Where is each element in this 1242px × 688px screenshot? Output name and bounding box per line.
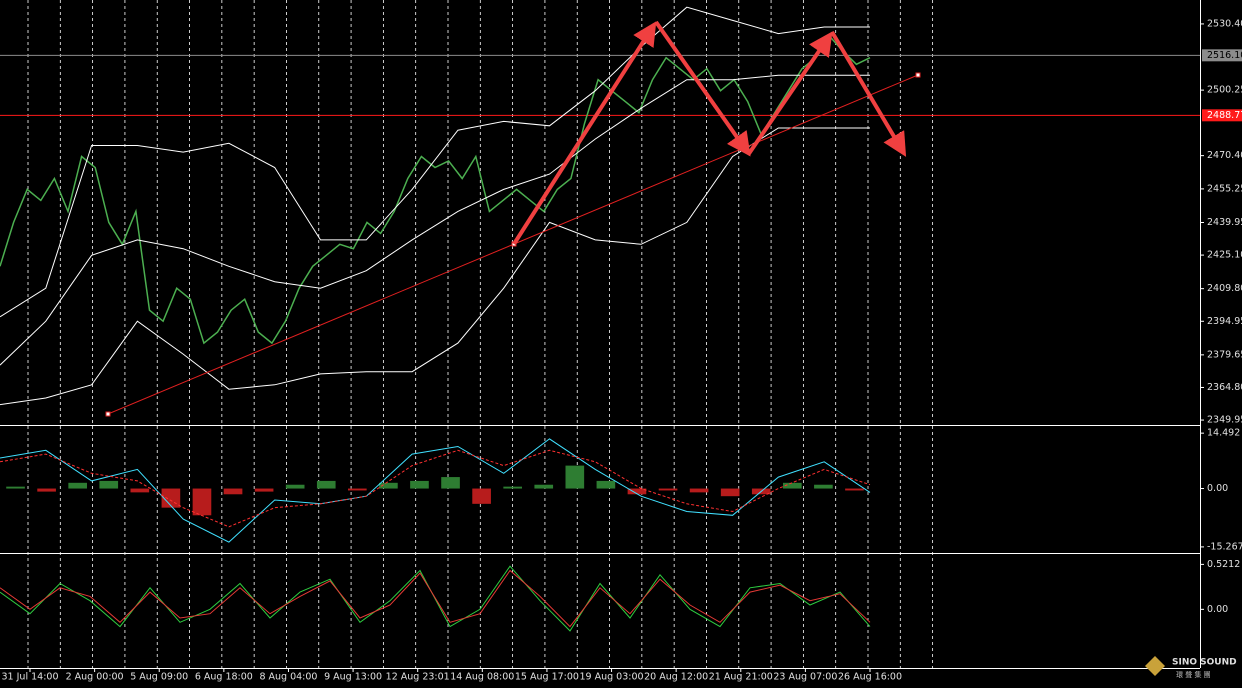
histogram-bar: [845, 488, 864, 491]
histogram-bar: [192, 488, 212, 516]
y-tick-label: 2470.40: [1207, 150, 1242, 161]
x-tick-label: 23 Aug 07:00: [773, 672, 837, 683]
histogram-bar: [472, 488, 491, 504]
x-tick-label: 2 Aug 00:00: [66, 672, 124, 683]
histogram-bar: [410, 480, 429, 489]
histogram-bar: [720, 488, 740, 497]
series-line: [0, 6, 870, 318]
x-tick-label: 12 Aug 23:01: [386, 672, 450, 683]
y-tick-label: 2500.25: [1207, 85, 1242, 96]
y-tick-label: 2439.95: [1207, 217, 1242, 228]
histogram-bar: [6, 486, 25, 489]
histogram-bar: [596, 480, 616, 489]
series-line: [0, 127, 870, 406]
histogram-bar: [658, 488, 678, 491]
price-tag-label: 2516.10: [1207, 50, 1242, 61]
y-tick-label: 0.5212: [1207, 559, 1240, 570]
histogram-bar: [99, 480, 119, 489]
annotations: [105, 20, 921, 417]
histogram-bar: [254, 488, 274, 492]
x-tick-label: 31 Jul 14:00: [2, 672, 59, 683]
series-line: [0, 449, 871, 528]
histogram-bar: [627, 488, 647, 495]
x-tick-label: 15 Aug 17:00: [515, 672, 579, 683]
y-tick-label: 0.00: [1207, 483, 1228, 494]
x-tick-label: 8 Aug 04:00: [259, 672, 317, 683]
histogram-bar: [223, 488, 243, 495]
y-tick-label: 2425.10: [1207, 250, 1242, 261]
x-tick-label: 5 Aug 09:00: [130, 672, 188, 683]
histogram-bar: [534, 484, 554, 489]
axis-labels: 2530.40 2500.25 2470.40 2455.25 2439.95 2425.…: [2, 18, 1242, 683]
arrow: [654, 20, 751, 157]
histogram-bar: [783, 482, 802, 489]
histogram-bar: [441, 477, 460, 489]
y-tick-label: 2409.80: [1207, 283, 1242, 294]
brand: SINO SOUND: [1172, 658, 1237, 668]
price-tag-label: 2488.77: [1207, 110, 1242, 121]
y-tick-label: 2394.95: [1207, 316, 1242, 327]
series-line: [0, 438, 871, 543]
histogram-bar: [37, 488, 56, 492]
y-tick-label: 2364.80: [1207, 382, 1242, 393]
x-tick-label: 14 Aug 08:00: [450, 672, 514, 683]
x-tick-label: 20 Aug 12:00: [644, 672, 708, 683]
trend-handle: [105, 411, 111, 417]
marks: [0, 6, 1200, 632]
brand-sub: 環 聲 集 團: [1176, 670, 1211, 679]
histogram-bar: [689, 488, 709, 493]
price-tag: [1202, 109, 1242, 122]
histogram-bar: [503, 486, 522, 489]
y-tick-label: 2349.95: [1207, 415, 1242, 426]
x-tick-label: 26 Aug 16:00: [838, 672, 902, 683]
y-tick-label: 2379.65: [1207, 349, 1242, 360]
trend-handle: [915, 72, 921, 78]
y-tick-label: 0.00: [1207, 604, 1228, 615]
series-line: [0, 74, 870, 366]
arrow: [746, 31, 833, 157]
series-line: [0, 569, 871, 628]
price-tag: [1202, 49, 1242, 62]
histogram-bar: [379, 482, 398, 489]
histogram-bar: [565, 465, 585, 489]
histogram-bar: [814, 484, 833, 489]
watermark: SINO SOUND 環 聲 集 團: [1145, 656, 1237, 679]
logo: [1145, 656, 1165, 676]
time-grid: [27, 0, 934, 668]
histogram-bar: [348, 488, 367, 491]
x-tick-label: 19 Aug 03:00: [580, 672, 644, 683]
histogram-bar: [316, 480, 336, 489]
arrow: [830, 30, 907, 157]
y-tick-label: 2530.40: [1207, 18, 1242, 29]
x-tick-label: 9 Aug 13:00: [324, 672, 382, 683]
y-tick-label: 2455.25: [1207, 183, 1242, 194]
y-tick-label: -15.267: [1207, 541, 1242, 552]
series-line: [0, 34, 871, 345]
x-tick-label: 21 Aug 21:00: [709, 672, 773, 683]
histogram-bar: [130, 488, 150, 493]
histogram-bar: [68, 482, 87, 489]
arrow: [512, 21, 657, 246]
x-tick-label: 6 Aug 18:00: [195, 672, 253, 683]
histogram-bar: [285, 484, 305, 489]
y-tick-label: 14.492: [1207, 428, 1240, 439]
